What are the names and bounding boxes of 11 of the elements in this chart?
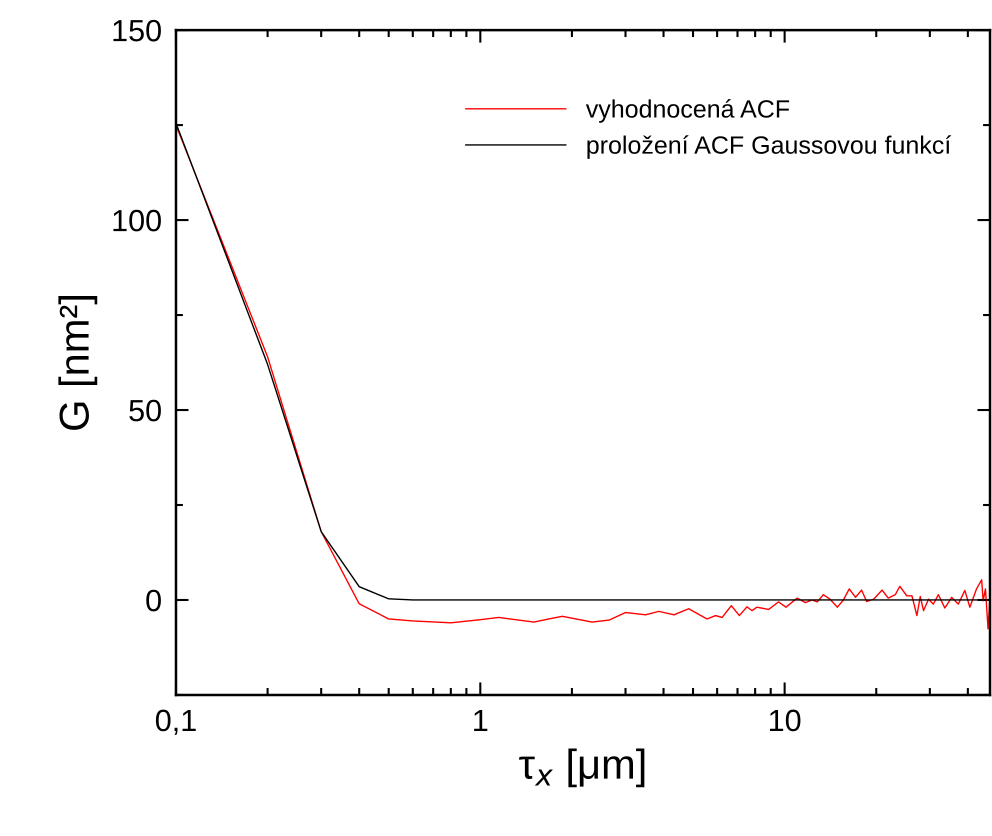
x-axis-title: τ$_{x}$ [μm]: [519, 748, 644, 788]
x-tick-label: 10: [770, 710, 800, 732]
legend-label: vyhodnocená ACF: [586, 99, 790, 123]
x-tick-label: 0,1: [156, 710, 196, 735]
y-tick-label: 150: [113, 20, 161, 42]
y-axis-title: G [nm²]: [58, 296, 98, 430]
legend-label: proložení ACF Gaussovou funkcí: [587, 135, 952, 159]
y-tick-label: 100: [113, 210, 161, 232]
y-tick-label: 50: [129, 400, 161, 422]
x-tick-label: 1: [474, 710, 488, 731]
y-tick-label: 0: [146, 590, 161, 612]
